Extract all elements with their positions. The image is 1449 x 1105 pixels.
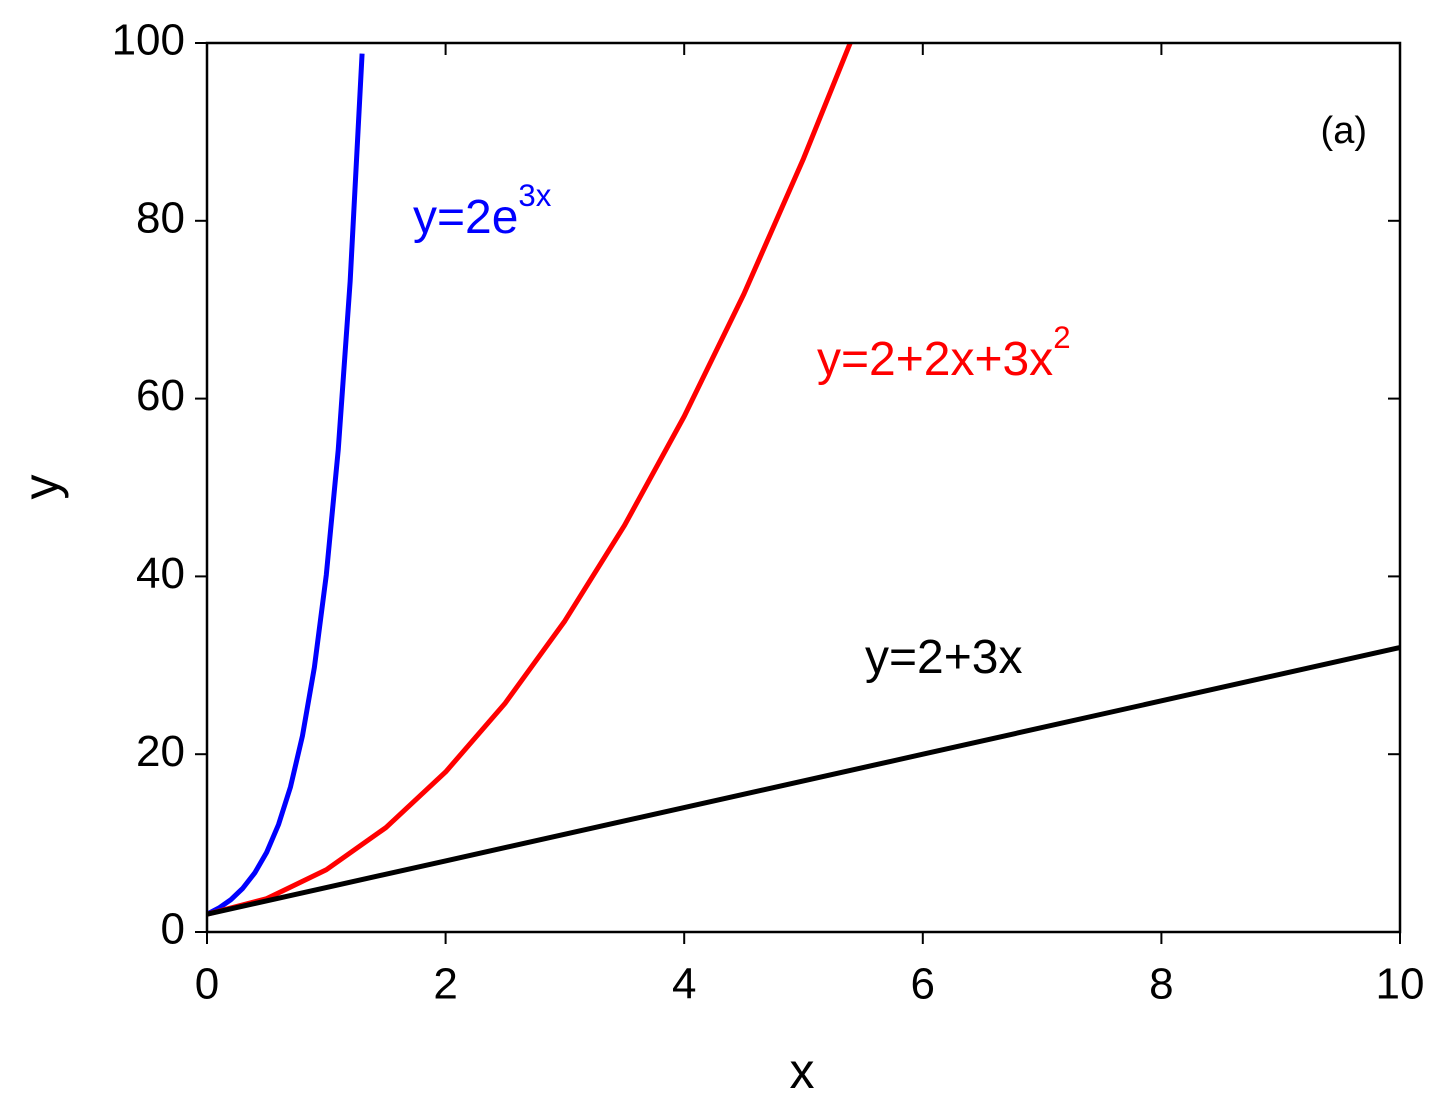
- series-line: [207, 53, 365, 917]
- annotation-superscript: 2: [1053, 320, 1070, 355]
- y-tick-label: 60: [136, 371, 185, 420]
- y-axis-label: y: [13, 475, 69, 500]
- annotation: (a): [1321, 110, 1367, 152]
- annotation: y=2e3x: [413, 178, 552, 243]
- y-tick-label: 20: [136, 727, 185, 776]
- annotation-text: y=2+3x: [865, 631, 1022, 684]
- annotation: y=2+3x: [865, 631, 1022, 684]
- x-tick-label: 10: [1376, 960, 1425, 1009]
- y-tick-label: 80: [136, 193, 185, 242]
- annotation-superscript: 3x: [518, 178, 551, 213]
- y-tick-label: 0: [161, 905, 185, 954]
- x-tick-label: 6: [911, 960, 935, 1009]
- annotation-text: y=2+2x+3x: [817, 333, 1053, 386]
- x-tick-label: 2: [433, 960, 457, 1009]
- x-tick-label: 4: [672, 960, 696, 1009]
- y-tick-label: 100: [112, 16, 185, 65]
- x-axis-label: x: [790, 1043, 815, 1099]
- x-tick-label: 8: [1149, 960, 1173, 1009]
- annotation: y=2+2x+3x2: [817, 320, 1071, 385]
- x-tick-label: 0: [195, 960, 219, 1009]
- series-line: [207, 645, 1400, 917]
- series-line: [207, 43, 853, 917]
- annotation-text: y=2e: [413, 191, 518, 244]
- plot-frame: [205, 41, 1402, 934]
- annotation-text: (a): [1321, 110, 1367, 152]
- y-tick-label: 40: [136, 549, 185, 598]
- plot-area: [207, 43, 1400, 917]
